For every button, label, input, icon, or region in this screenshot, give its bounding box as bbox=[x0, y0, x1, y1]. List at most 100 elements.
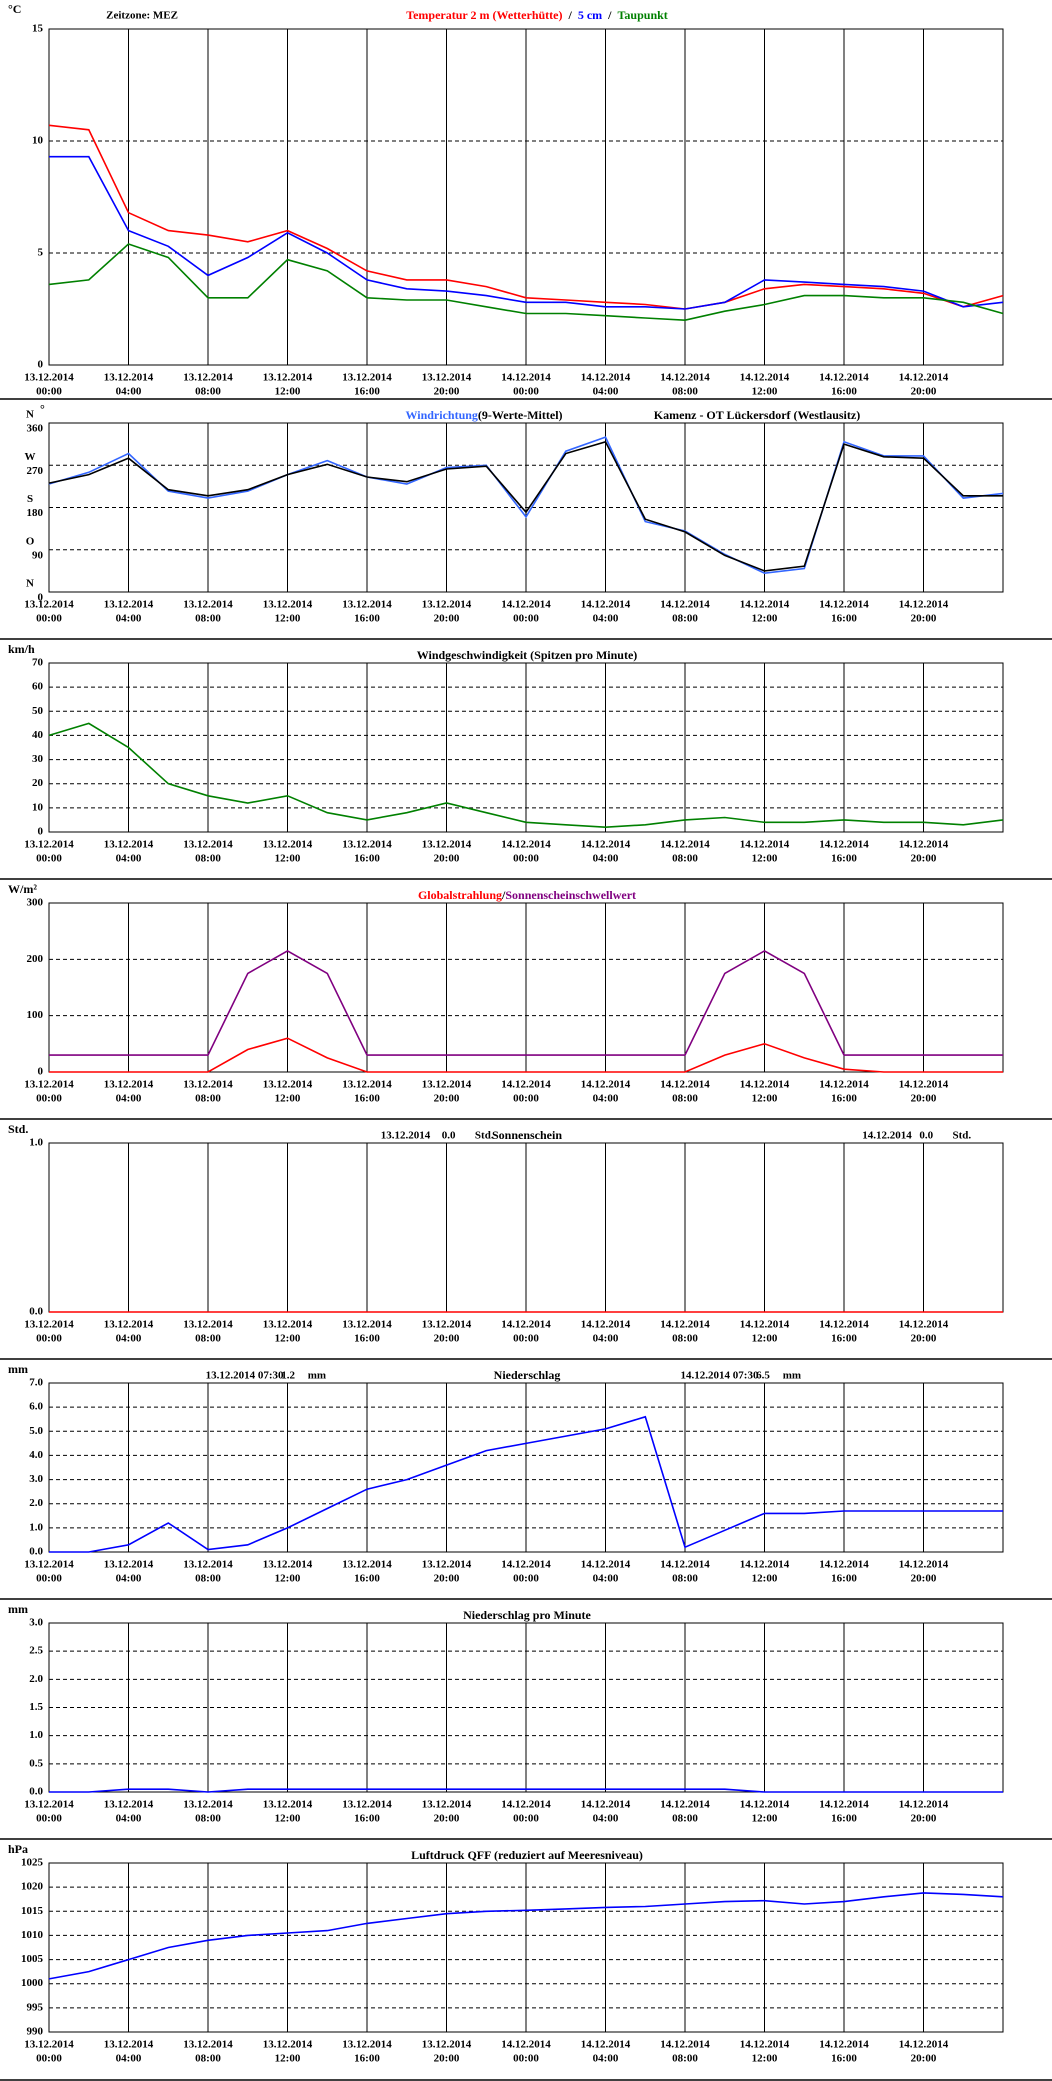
x-tick-date: 13.12.2014 bbox=[263, 1559, 313, 1571]
x-tick-time: 16:00 bbox=[831, 1093, 857, 1105]
annotation: Std. bbox=[953, 1130, 972, 1142]
legend: Globalstrahlung/Sonnenscheinschwellwert bbox=[418, 888, 636, 902]
x-tick-time: 00:00 bbox=[36, 1813, 62, 1825]
x-tick-date: 14.12.2014 bbox=[819, 1559, 869, 1571]
y-tick-label: 1020 bbox=[21, 1881, 44, 1893]
x-tick-date: 13.12.2014 bbox=[24, 1319, 74, 1331]
x-tick-time: 08:00 bbox=[195, 613, 221, 625]
x-tick-date: 14.12.2014 bbox=[660, 599, 710, 611]
series-line bbox=[48, 436, 1004, 575]
x-tick-time: 16:00 bbox=[354, 2053, 380, 2065]
x-tick-time: 08:00 bbox=[195, 2053, 221, 2065]
x-tick-date: 13.12.2014 bbox=[263, 1799, 313, 1811]
x-tick-date: 14.12.2014 bbox=[660, 1079, 710, 1091]
x-tick-date: 14.12.2014 bbox=[819, 2039, 869, 2051]
y-tick-label: 0 bbox=[38, 359, 44, 371]
x-tick-date: 13.12.2014 bbox=[422, 1559, 472, 1571]
y-tick-label: 1.5 bbox=[29, 1701, 43, 1713]
x-tick-time: 16:00 bbox=[354, 1813, 380, 1825]
x-tick-time: 04:00 bbox=[116, 1093, 142, 1105]
y-tick-label: 0.0 bbox=[29, 1306, 43, 1318]
x-tick-date: 14.12.2014 bbox=[899, 1799, 949, 1811]
x-tick-date: 13.12.2014 bbox=[422, 839, 472, 851]
x-tick-time: 00:00 bbox=[513, 1813, 539, 1825]
series-line bbox=[49, 1788, 1003, 1793]
x-tick-time: 00:00 bbox=[36, 2053, 62, 2065]
plot-frame bbox=[48, 1862, 1004, 2033]
x-tick-date: 14.12.2014 bbox=[899, 1559, 949, 1571]
x-tick-time: 20:00 bbox=[434, 2053, 460, 2065]
x-tick-date: 13.12.2014 bbox=[263, 1319, 313, 1331]
x-tick-date: 14.12.2014 bbox=[660, 1559, 710, 1571]
x-tick-time: 16:00 bbox=[831, 386, 857, 398]
x-tick-date: 13.12.2014 bbox=[104, 1079, 154, 1091]
x-tick-date: 14.12.2014 bbox=[899, 372, 949, 384]
series-line bbox=[48, 124, 1004, 310]
x-tick-time: 08:00 bbox=[195, 1573, 221, 1585]
panel-title: Sonnenschein bbox=[492, 1128, 562, 1142]
x-tick-time: 04:00 bbox=[593, 1333, 619, 1345]
x-tick-time: 20:00 bbox=[911, 1813, 937, 1825]
y-tick-label: 3.0 bbox=[29, 1617, 43, 1629]
x-tick-time: 00:00 bbox=[513, 1333, 539, 1345]
x-tick-date: 14.12.2014 bbox=[819, 1079, 869, 1091]
x-tick-date: 13.12.2014 bbox=[24, 1799, 74, 1811]
x-tick-time: 12:00 bbox=[752, 1333, 778, 1345]
x-tick-time: 04:00 bbox=[593, 1573, 619, 1585]
y-tick-label: 5.0 bbox=[29, 1425, 43, 1437]
y-unit: hPa bbox=[8, 1842, 28, 1856]
legend: Windrichtung(9-Werte-Mittel) bbox=[405, 408, 562, 422]
y-tick-label: 30 bbox=[32, 753, 44, 765]
y-tick-label: 10 bbox=[32, 135, 44, 147]
x-tick-time: 12:00 bbox=[752, 386, 778, 398]
y-tick-label: 40 bbox=[32, 729, 44, 741]
x-tick-time: 08:00 bbox=[672, 2053, 698, 2065]
y-compass-label: W bbox=[25, 451, 36, 463]
x-tick-time: 00:00 bbox=[36, 386, 62, 398]
x-tick-date: 14.12.2014 bbox=[501, 1559, 551, 1571]
x-tick-date: 14.12.2014 bbox=[740, 1559, 790, 1571]
y-unit: °C bbox=[8, 2, 21, 16]
x-tick-date: 14.12.2014 bbox=[581, 1079, 631, 1091]
x-tick-time: 08:00 bbox=[672, 1573, 698, 1585]
x-tick-date: 13.12.2014 bbox=[24, 1079, 74, 1091]
x-tick-time: 16:00 bbox=[831, 613, 857, 625]
annotation: 1.2 bbox=[281, 1370, 295, 1382]
x-tick-time: 00:00 bbox=[36, 1333, 62, 1345]
y-tick-label: 2.0 bbox=[29, 1497, 43, 1509]
x-tick-time: 04:00 bbox=[116, 853, 142, 865]
x-tick-date: 13.12.2014 bbox=[104, 1799, 154, 1811]
x-tick-time: 04:00 bbox=[116, 1813, 142, 1825]
x-tick-date: 13.12.2014 bbox=[183, 1079, 233, 1091]
x-tick-date: 13.12.2014 bbox=[104, 2039, 154, 2051]
x-tick-time: 00:00 bbox=[36, 1093, 62, 1105]
x-tick-date: 14.12.2014 bbox=[501, 1799, 551, 1811]
series-line bbox=[49, 1037, 1003, 1073]
y-tick-label: 2.0 bbox=[29, 1673, 43, 1685]
y-tick-label: 10 bbox=[32, 801, 44, 813]
y-tick-label: 0 bbox=[38, 826, 44, 838]
y-tick-label: 0.0 bbox=[29, 1786, 43, 1798]
x-tick-time: 12:00 bbox=[275, 1813, 301, 1825]
legend-entry: Taupunkt bbox=[618, 8, 668, 22]
x-tick-time: 16:00 bbox=[354, 1093, 380, 1105]
x-tick-time: 08:00 bbox=[672, 386, 698, 398]
x-tick-date: 14.12.2014 bbox=[581, 1799, 631, 1811]
y-tick-label: 200 bbox=[27, 953, 44, 965]
x-tick-date: 14.12.2014 bbox=[819, 1319, 869, 1331]
x-tick-time: 04:00 bbox=[593, 853, 619, 865]
x-tick-time: 04:00 bbox=[116, 386, 142, 398]
x-tick-date: 13.12.2014 bbox=[263, 1079, 313, 1091]
y-compass-label: N bbox=[26, 409, 34, 421]
y-tick-label: 6.0 bbox=[29, 1401, 43, 1413]
y-tick-label: 3.0 bbox=[29, 1473, 43, 1485]
y-tick-label: 1010 bbox=[21, 1929, 44, 1941]
annotation: 14.12.2014 07:30 bbox=[681, 1370, 759, 1382]
x-tick-date: 14.12.2014 bbox=[819, 372, 869, 384]
x-tick-date: 13.12.2014 bbox=[263, 839, 313, 851]
x-tick-date: 13.12.2014 bbox=[24, 839, 74, 851]
y-tick-label: 0.0 bbox=[29, 1546, 43, 1558]
x-tick-date: 14.12.2014 bbox=[899, 1319, 949, 1331]
x-tick-date: 14.12.2014 bbox=[501, 1079, 551, 1091]
x-tick-date: 14.12.2014 bbox=[501, 1319, 551, 1331]
